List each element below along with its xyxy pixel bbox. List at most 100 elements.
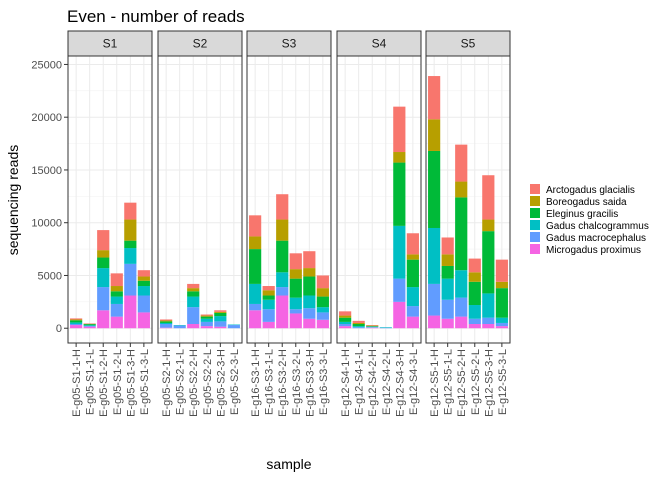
legend-label: Eleginus gracilis <box>546 209 618 220</box>
bar-segment <box>97 230 110 251</box>
x-tick-label: E-g16-S3-2-H <box>277 349 289 417</box>
bar-segment <box>482 293 495 318</box>
bar-segment <box>137 312 150 329</box>
panel-border <box>157 55 243 344</box>
bar-stack <box>339 311 352 329</box>
bar-stack <box>482 175 495 329</box>
bar-segment <box>339 315 352 318</box>
bar-segment <box>441 318 454 329</box>
bar-segment <box>276 295 289 329</box>
x-tick-label: E-g05-S2-1-L <box>175 349 187 415</box>
bar-segment <box>262 309 275 322</box>
bar-segment <box>262 295 275 300</box>
facet-strip-label: S1 <box>103 37 118 51</box>
bar-segment <box>393 301 406 329</box>
bar-segment <box>200 315 213 317</box>
bar-segment <box>137 286 150 296</box>
x-tick-label: E-g12-S5-2-H <box>456 349 468 417</box>
bar-segment <box>124 240 137 249</box>
x-tick-label: E-g05-S1-1-H <box>71 349 83 417</box>
bar-segment <box>137 280 150 287</box>
bar-stack <box>173 325 186 329</box>
bar-segment <box>214 316 227 322</box>
bar-segment <box>366 325 379 326</box>
bar-segment <box>468 258 481 273</box>
bar-segment <box>468 318 481 325</box>
bar-stack <box>406 233 419 329</box>
legend-swatch <box>530 232 540 242</box>
bar-segment <box>366 327 379 328</box>
bar-segment <box>316 275 329 289</box>
bar-segment <box>455 316 468 329</box>
bar-segment <box>352 320 365 323</box>
bar-segment <box>289 278 302 298</box>
bar-segment <box>276 272 289 288</box>
bar-segment <box>187 324 200 329</box>
x-tick-label: E-g12-S4-3-H <box>394 349 406 417</box>
bar-segment <box>160 322 173 325</box>
bar-segment <box>352 324 365 327</box>
chart-title: Even - number of reads <box>67 7 245 26</box>
x-tick-label: E-g12-S4-1-L <box>354 349 366 415</box>
bar-stack <box>455 144 468 329</box>
y-tick-label: 15000 <box>31 165 62 177</box>
bar-stack <box>110 273 123 329</box>
bar-segment <box>495 281 508 289</box>
x-tick-label: E-g16-S3-3-L <box>318 349 330 415</box>
facet-panel-s1: S1E-g05-S1-1-H E-g05-S1-1-L E-g05-S1-2-H E-… <box>67 30 153 417</box>
bar-segment <box>468 281 481 306</box>
x-tick-label: E-g05-S1-3-L <box>139 349 151 415</box>
bar-segment <box>276 194 289 220</box>
x-tick-label: E-g12-S5-3-H <box>483 349 495 417</box>
bar-segment <box>124 219 137 241</box>
bar-segment <box>468 305 481 319</box>
bar-segment <box>249 310 262 329</box>
bar-segment <box>393 152 406 163</box>
y-tick-label: 0 <box>56 323 62 335</box>
facet-strip <box>157 30 243 57</box>
bar-segment <box>316 288 329 297</box>
bar-segment <box>289 269 302 279</box>
x-tick-label: E-g16-S3-1-H <box>250 349 262 417</box>
x-tick-label: E-g12-S5-1-L <box>443 349 455 415</box>
legend-item: Boreogadus saida <box>530 196 627 208</box>
bar-segment <box>262 286 275 291</box>
bar-segment <box>303 276 316 296</box>
bar-segment <box>428 227 441 284</box>
x-tick-label: E-g05-S2-3-H <box>215 349 227 417</box>
bar-segment <box>289 297 302 310</box>
bar-segment <box>83 325 96 327</box>
facet-strip-label: S5 <box>461 37 476 51</box>
panel-background <box>158 56 242 343</box>
bar-segment <box>173 325 186 326</box>
y-axis-title: sequencing reads <box>5 145 21 256</box>
bar-segment <box>441 265 454 279</box>
bar-segment <box>160 320 173 322</box>
bar-segment <box>441 299 454 319</box>
x-tick-label: E-g12-S4-2-L <box>381 349 393 415</box>
facet-strip <box>67 30 153 57</box>
bar-segment <box>110 316 123 329</box>
bar-segment <box>187 307 200 325</box>
bar-segment <box>70 322 83 325</box>
bar-stack <box>289 253 302 329</box>
bar-segment <box>393 225 406 279</box>
bar-segment <box>70 325 83 329</box>
bar-stack <box>124 202 137 329</box>
bar-segment <box>339 324 352 327</box>
facet-panel-s5: S5E-g12-S5-1-H E-g12-S5-1-L E-g12-S5-2-H E-… <box>425 30 511 417</box>
legend-swatch <box>530 184 540 194</box>
bar-segment <box>187 296 200 308</box>
bar-stack <box>200 314 213 329</box>
x-tick-label: E-g16-S3-2-L <box>291 349 303 415</box>
bar-segment <box>187 291 200 297</box>
bar-segment <box>406 287 419 307</box>
bar-segment <box>110 286 123 292</box>
x-tick-label: E-g12-S5-3-L <box>497 349 509 415</box>
legend-item: Microgadus proximus <box>530 244 641 256</box>
bar-segment <box>352 322 365 325</box>
bar-stack <box>428 76 441 329</box>
legend-item: Arctogadus glacialis <box>530 184 635 196</box>
bar-segment <box>495 326 508 329</box>
